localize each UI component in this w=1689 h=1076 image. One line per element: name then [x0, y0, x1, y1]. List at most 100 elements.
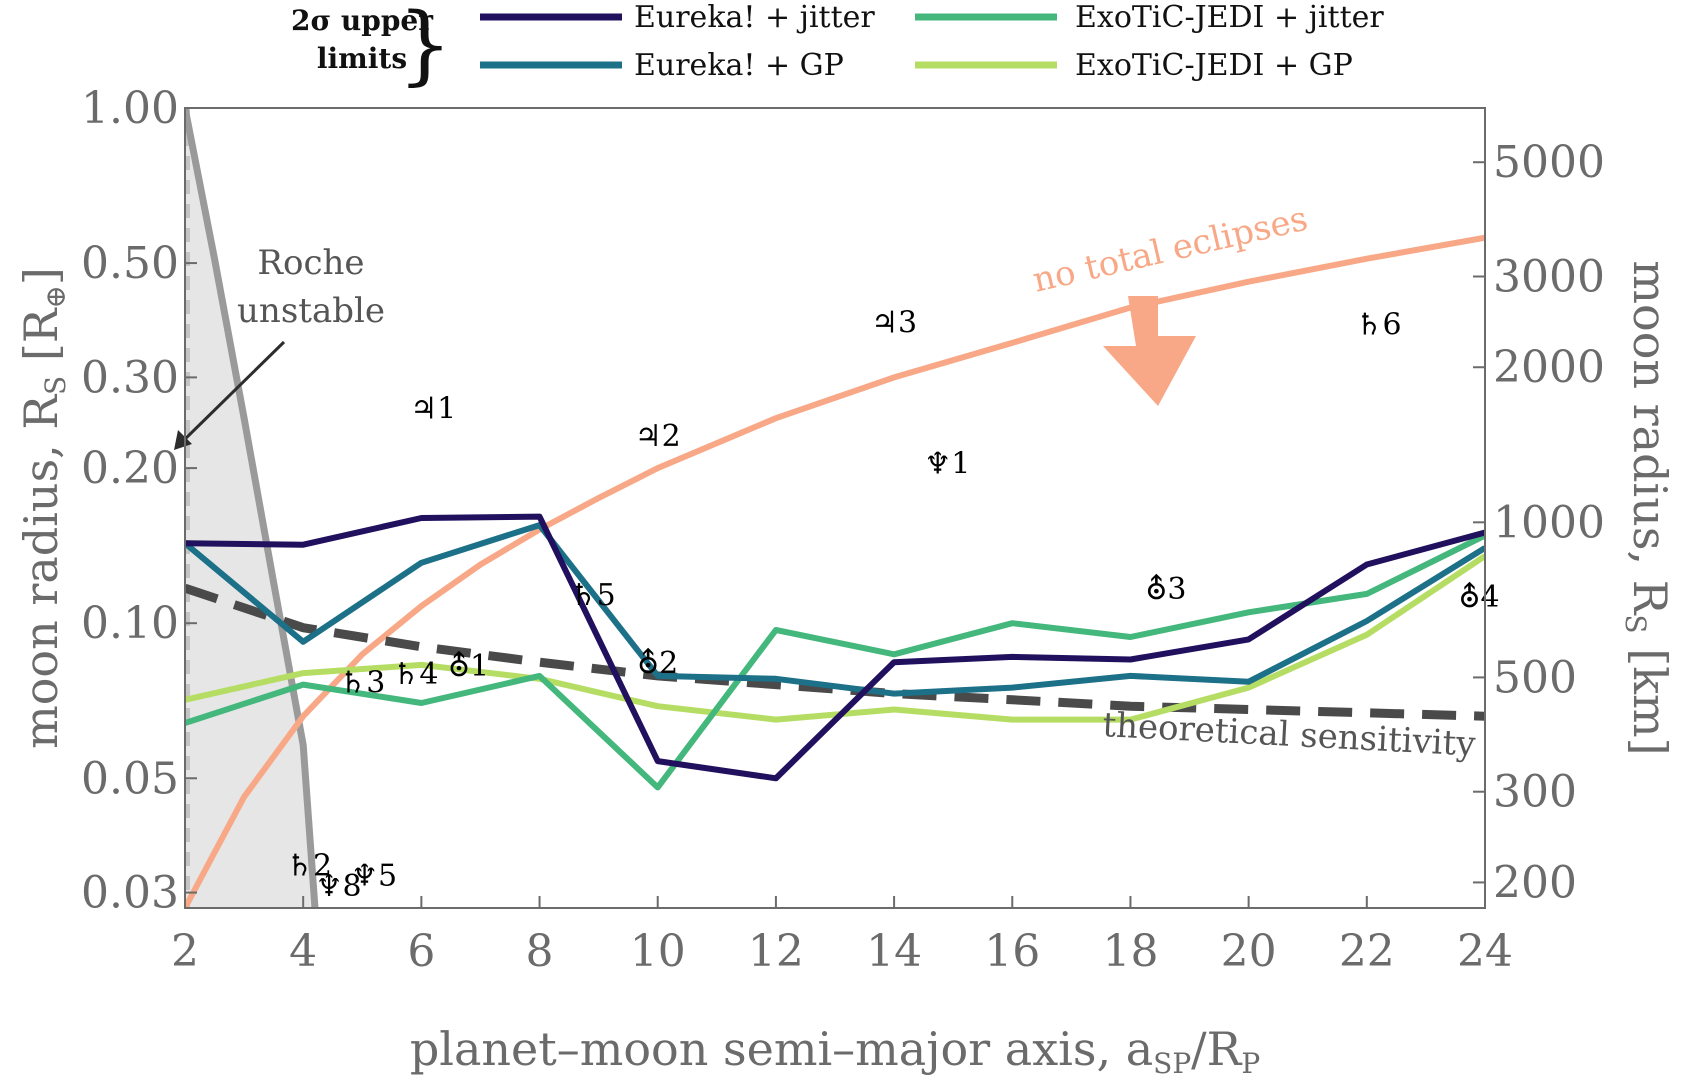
- moon-number: 6: [1383, 307, 1402, 342]
- no-total-eclipses-curve: [185, 234, 1485, 908]
- theoretical-sensitivity-line: [185, 583, 1485, 721]
- x-tick-label: 2: [171, 926, 199, 977]
- y-left-tick-label: 0.03: [81, 868, 179, 919]
- x-axis-label: planet–moon semi–major axis, aSP/RP: [410, 1022, 1260, 1076]
- moon-number: 5: [378, 859, 397, 894]
- theoretical-sensitivity-label: theoretical sensitivity: [1102, 705, 1478, 765]
- moon-symbol: ♃: [635, 419, 662, 454]
- y-right-tick-label: 2000: [1493, 342, 1605, 393]
- x-tick-label: 14: [866, 926, 922, 977]
- legend-group-label-line2: limits: [317, 42, 407, 75]
- y-left-tick-label: 0.50: [81, 238, 179, 289]
- legend: 2σ upper limits } Eureka! + jitter Eurek…: [291, 0, 1384, 95]
- y-left-tick-label: 0.30: [81, 352, 179, 403]
- x-tick-label: 20: [1221, 926, 1277, 977]
- moon-number: 3: [366, 666, 385, 701]
- moon-number: 1: [437, 392, 456, 427]
- roche-limit-line: [185, 108, 319, 908]
- moon-label: ♆1: [924, 447, 970, 482]
- moon-symbol: ⛢: [637, 646, 659, 681]
- series-line-eureka-gp: [185, 522, 1485, 697]
- moon-symbol: ⛢: [1145, 572, 1167, 607]
- x-tick-label: 24: [1457, 926, 1513, 977]
- moon-label: ♄2: [286, 849, 332, 884]
- y-left-tick-label: 0.05: [81, 753, 179, 804]
- moon-label: ♄6: [1356, 307, 1402, 342]
- legend-brace: }: [398, 0, 453, 95]
- moon-symbol: ⛢: [1459, 580, 1481, 615]
- moon-label: ⛢1: [448, 649, 489, 684]
- series-line-jedi-gp: [185, 553, 1485, 723]
- moon-label: ♆5: [351, 859, 397, 894]
- x-tick-label: 4: [289, 926, 317, 977]
- moon-number: 4: [1481, 580, 1500, 615]
- y-right-tick-label: 3000: [1493, 252, 1605, 303]
- x-tick-label: 16: [984, 926, 1040, 977]
- y-left-tick-label: 1.00: [81, 83, 179, 134]
- moon-number: 1: [470, 649, 489, 684]
- y-axis-left: 1.00 0.50 0.30 0.20 0.10 0.05 0.03: [81, 83, 197, 919]
- x-tick-label: 18: [1102, 926, 1158, 977]
- moon-symbol: ♆: [351, 859, 378, 894]
- moon-number: 1: [951, 447, 970, 482]
- moon-symbol: ♃: [410, 392, 437, 427]
- series-line-jedi-jitter: [185, 532, 1485, 791]
- moon-label: ♄3: [339, 666, 385, 701]
- moon-label: ♃3: [871, 306, 917, 341]
- moon-label: ♄5: [570, 578, 616, 613]
- roche-pointer-arrow: [180, 340, 286, 444]
- roche-label-line2: unstable: [237, 291, 385, 331]
- x-tick-label: 12: [748, 926, 804, 977]
- series-line-eureka-jitter: [185, 513, 1485, 782]
- moon-number: 8: [343, 869, 362, 904]
- y-left-tick-label: 0.10: [81, 598, 179, 649]
- y-right-tick-label: 500: [1493, 652, 1577, 703]
- moon-symbol: ⛢: [448, 649, 470, 684]
- moon-label: ⛢2: [637, 646, 678, 681]
- roche-pointer-arrowhead: [174, 430, 192, 450]
- moon-symbol: ♆: [924, 447, 951, 482]
- moon-label: ⛢3: [1145, 572, 1186, 607]
- y-axis-left-label: moon radius, RS [R⊕]: [14, 267, 72, 749]
- legend-label-eureka-jitter: Eureka! + jitter: [634, 0, 875, 35]
- x-tick-label: 6: [407, 926, 435, 977]
- moon-label: ⛢4: [1459, 580, 1500, 615]
- moon-symbol: ♄: [339, 666, 366, 701]
- moon-symbol: ♃: [871, 306, 898, 341]
- moon-number: 2: [662, 419, 681, 454]
- roche-unstable-region: [185, 108, 315, 908]
- moon-label: ♃1: [410, 392, 456, 427]
- no-eclipses-arrow: [1103, 296, 1196, 406]
- moon-number: 5: [597, 578, 616, 613]
- x-tick-label: 22: [1339, 926, 1395, 977]
- no-total-eclipses-label: no total eclipses: [1029, 199, 1311, 301]
- legend-group-label-line1: 2σ upper: [291, 4, 434, 37]
- y-right-tick-label: 200: [1493, 857, 1577, 908]
- moon-label: ♃2: [635, 419, 681, 454]
- moon-symbol: ♄: [570, 578, 597, 613]
- plot-frame: [184, 107, 1486, 909]
- moon-symbol: ♄: [1356, 307, 1383, 342]
- legend-label-jedi-jitter: ExoTiC-JEDI + jitter: [1075, 0, 1384, 35]
- y-right-tick-label: 300: [1493, 767, 1577, 818]
- moon-number: 2: [659, 646, 678, 681]
- moon-label: ♄4: [393, 657, 439, 692]
- legend-label-eureka-gp: Eureka! + GP: [634, 48, 844, 83]
- y-left-tick-label: 0.20: [81, 443, 179, 494]
- y-right-tick-label: 1000: [1493, 497, 1605, 548]
- y-axis-right-label: moon radius, RS [km]: [1619, 260, 1677, 755]
- moon-number: 2: [313, 849, 332, 884]
- moon-symbol: ♄: [393, 657, 420, 692]
- moon-number: 3: [898, 306, 917, 341]
- legend-label-jedi-gp: ExoTiC-JEDI + GP: [1075, 48, 1353, 83]
- moon-number: 4: [419, 657, 438, 692]
- moon-number: 3: [1167, 572, 1186, 607]
- x-tick-label: 10: [630, 926, 686, 977]
- moon-symbol: ♆: [316, 869, 343, 904]
- y-right-tick-label: 5000: [1493, 137, 1605, 188]
- roche-label-line1: Roche: [257, 243, 364, 283]
- x-tick-label: 8: [526, 926, 554, 977]
- moon-symbol: ♄: [286, 849, 313, 884]
- x-axis: 2 4 6 8 10 12 14 16 18 20 22 24: [171, 896, 1513, 977]
